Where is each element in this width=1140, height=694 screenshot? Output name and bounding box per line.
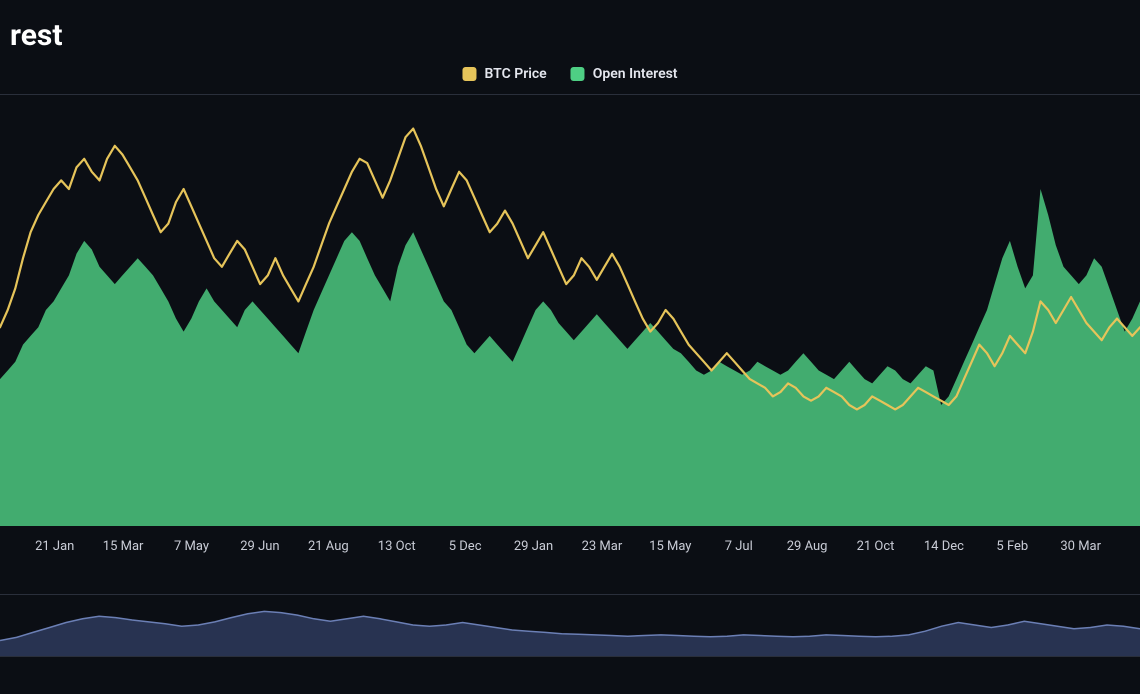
svg-text:5 Dec: 5 Dec <box>449 539 482 554</box>
svg-text:7 May: 7 May <box>174 539 209 554</box>
svg-text:7 Jul: 7 Jul <box>725 539 753 554</box>
svg-text:29 Jan: 29 Jan <box>514 539 553 554</box>
chart-legend: BTC Price Open Interest <box>462 66 677 82</box>
legend-item-btc: BTC Price <box>462 66 546 82</box>
svg-text:21 Jan: 21 Jan <box>35 539 74 554</box>
legend-label-btc: BTC Price <box>484 66 546 82</box>
svg-text:21 Oct: 21 Oct <box>857 539 895 554</box>
bottom-bar <box>0 656 1140 694</box>
page-title: rest <box>10 18 62 53</box>
svg-text:29 Aug: 29 Aug <box>787 539 828 554</box>
legend-swatch-oi <box>571 67 585 81</box>
svg-text:13 Oct: 13 Oct <box>378 539 416 554</box>
legend-item-oi: Open Interest <box>571 66 678 82</box>
main-chart[interactable]: 21 Jan 15 Mar 7 May 29 Jun 21 Aug 13 Oct 5 Dec… <box>0 94 1140 564</box>
svg-text:30 Mar: 30 Mar <box>1060 539 1101 554</box>
legend-swatch-btc <box>462 67 476 81</box>
svg-text:23 Mar: 23 Mar <box>582 539 623 554</box>
svg-text:15 Mar: 15 Mar <box>103 539 144 554</box>
svg-text:14 Dec: 14 Dec <box>924 539 964 554</box>
svg-text:21 Aug: 21 Aug <box>308 539 349 554</box>
mini-chart-svg <box>0 594 1140 656</box>
legend-label-oi: Open Interest <box>593 66 678 82</box>
svg-text:15 May: 15 May <box>649 539 691 554</box>
main-chart-svg: 21 Jan 15 Mar 7 May 29 Jun 21 Aug 13 Oct 5 Dec… <box>0 94 1140 564</box>
mini-chart[interactable] <box>0 594 1140 656</box>
svg-text:5 Feb: 5 Feb <box>996 539 1028 554</box>
page-root: rest BTC Price Open Interest 21 Jan 15 Ma… <box>0 0 1140 694</box>
svg-text:29 Jun: 29 Jun <box>240 539 279 554</box>
